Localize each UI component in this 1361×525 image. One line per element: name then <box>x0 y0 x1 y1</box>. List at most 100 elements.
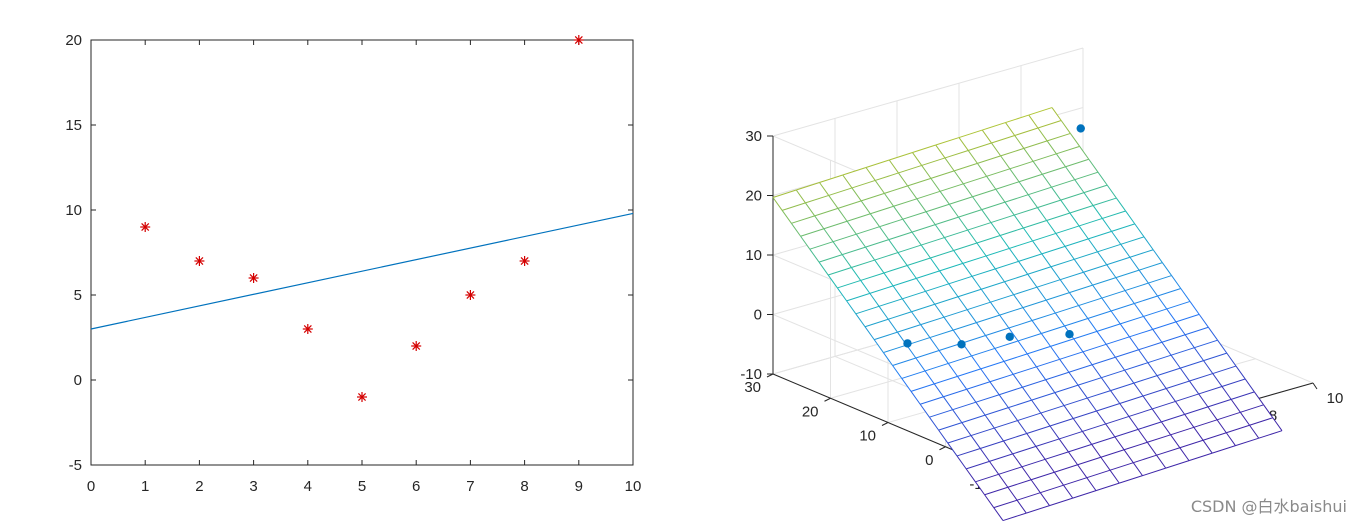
mesh-line <box>837 200 862 209</box>
mesh-line <box>1105 415 1130 425</box>
mesh-line <box>1165 460 1190 469</box>
mesh-line <box>1058 438 1069 453</box>
mesh-line <box>1092 284 1103 299</box>
mesh-line <box>1032 232 1057 242</box>
mesh-line <box>1097 171 1108 186</box>
mesh-line <box>911 303 935 313</box>
mesh-line <box>916 198 927 213</box>
mesh-line <box>948 275 973 285</box>
mesh-line <box>1041 245 1066 255</box>
mesh-line <box>1166 300 1191 310</box>
mesh-line <box>1156 447 1180 456</box>
mesh-line <box>1060 120 1071 134</box>
mesh-line <box>995 181 1020 190</box>
mesh-line <box>1082 431 1093 445</box>
mesh-line <box>1013 214 1024 229</box>
mesh-line <box>1022 299 1047 309</box>
mesh-line <box>999 235 1010 249</box>
mesh-line <box>1007 486 1018 501</box>
mesh-line <box>902 290 926 300</box>
mesh-line <box>892 357 917 366</box>
mesh-line <box>947 442 958 457</box>
mesh-line <box>846 292 871 302</box>
mesh-line <box>1207 406 1218 421</box>
mesh-line <box>901 370 926 379</box>
mesh-line <box>1083 184 1108 194</box>
mesh-line <box>976 242 987 257</box>
mesh-line <box>943 316 954 331</box>
mesh-line <box>1060 271 1084 281</box>
mesh-line <box>1078 225 1089 240</box>
mesh-line <box>1142 467 1166 477</box>
mesh-line <box>1100 456 1111 471</box>
mesh-line <box>1013 286 1038 296</box>
mesh-line <box>1086 397 1097 412</box>
mesh-line <box>1013 366 1037 375</box>
mesh-line <box>809 241 834 250</box>
mesh-line <box>993 507 1004 521</box>
mesh-line <box>1161 262 1173 276</box>
mesh-line <box>1258 430 1283 439</box>
mesh-line <box>1189 301 1200 315</box>
mesh-line <box>791 215 815 224</box>
mesh-line <box>1217 339 1228 354</box>
mesh-line <box>888 231 913 241</box>
data-point-star <box>465 290 476 300</box>
mesh-line <box>975 473 999 483</box>
mesh-line <box>999 314 1010 329</box>
mesh-line <box>1078 297 1103 307</box>
mesh-line <box>1065 158 1089 168</box>
mesh-line <box>943 388 967 398</box>
mesh-line <box>930 178 941 192</box>
mesh-line <box>994 420 1018 429</box>
mesh-line <box>919 403 930 418</box>
data-point-star <box>140 222 151 232</box>
mesh-line <box>1072 490 1097 499</box>
mesh-line <box>1091 436 1116 445</box>
mesh-line <box>883 344 907 354</box>
y-tick-label: 5 <box>74 287 82 304</box>
mesh-line <box>999 307 1024 316</box>
mesh-line <box>1110 303 1135 312</box>
mesh-line <box>1045 292 1070 301</box>
mesh-line <box>984 486 1009 496</box>
mesh-line <box>915 350 940 359</box>
y-tick-label: 0 <box>74 372 82 389</box>
mesh-line <box>980 360 1005 370</box>
mesh-line <box>1035 446 1046 460</box>
mesh-line <box>1100 449 1125 458</box>
mesh-line <box>1050 346 1061 360</box>
mesh-line <box>772 189 797 198</box>
mesh-line <box>805 194 829 204</box>
mesh-line <box>1115 197 1127 212</box>
mesh-line <box>1018 261 1029 275</box>
mesh-line <box>879 218 903 228</box>
mesh-line <box>986 168 1011 177</box>
mesh-line <box>1027 194 1038 208</box>
mesh-line <box>1110 390 1121 404</box>
mesh-line <box>966 381 991 390</box>
x-tick-label: 10 <box>1327 390 1344 407</box>
mesh-line <box>1068 371 1079 386</box>
mesh-line <box>1026 353 1037 368</box>
mesh-line <box>1106 184 1117 199</box>
mesh-line <box>1069 212 1080 227</box>
mesh-line <box>924 362 949 372</box>
mesh-line <box>1041 253 1052 268</box>
mesh-line <box>902 218 913 233</box>
y-tick-label: 10 <box>859 428 876 445</box>
watermark-text: CSDN @白水baishui <box>1190 497 1347 516</box>
mesh-line <box>910 383 935 392</box>
mesh-line <box>1253 391 1265 406</box>
mesh-line <box>1119 403 1130 417</box>
mesh-line <box>1050 258 1075 268</box>
mesh-line <box>961 414 986 424</box>
z-tick-label: 30 <box>745 128 762 145</box>
y-tick-label: -5 <box>69 457 82 474</box>
mesh-line <box>985 327 1010 336</box>
mesh-line <box>1152 249 1163 263</box>
mesh-line <box>1143 236 1154 251</box>
mesh-line <box>1115 349 1139 358</box>
mesh-line <box>1007 407 1018 421</box>
